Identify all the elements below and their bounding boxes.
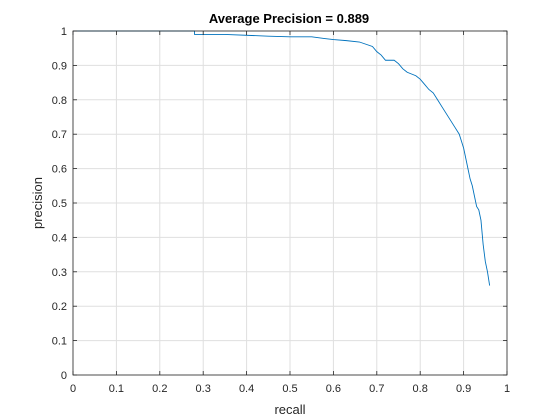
- y-tick-label: 0.6: [52, 164, 67, 176]
- y-tick-label: 0.5: [52, 198, 67, 210]
- y-tick-label: 0: [61, 370, 67, 382]
- x-tick-label: 1: [504, 383, 510, 395]
- x-tick-label: 0.3: [196, 383, 211, 395]
- axis-ticks: 0 0.1 0.2 0.3 0.4 0.5 0.6 0.7 0.8 0.9 1 0 0.1 0.2 0.3 0…: [52, 26, 510, 395]
- x-tick-label: 0.7: [369, 383, 384, 395]
- y-tick-label: 0.9: [52, 60, 67, 72]
- x-tick-label: 0.9: [456, 383, 471, 395]
- x-tick-label: 0.1: [109, 383, 124, 395]
- y-tick-label: 0.3: [52, 267, 67, 279]
- y-tick-label: 1: [61, 26, 67, 38]
- x-axis-label: recall: [274, 402, 305, 417]
- x-tick-label: 0.8: [413, 383, 428, 395]
- y-axis-label: precision: [30, 177, 45, 229]
- y-tick-label: 0.7: [52, 129, 67, 141]
- x-tick-label: 0.4: [239, 383, 254, 395]
- y-tick-label: 0.4: [52, 232, 67, 244]
- x-tick-label: 0.2: [152, 383, 167, 395]
- x-tick-label: 0.6: [326, 383, 341, 395]
- y-tick-label: 0.8: [52, 95, 67, 107]
- y-tick-label: 0.1: [52, 336, 67, 348]
- y-tick-label: 0.2: [52, 301, 67, 313]
- x-tick-label: 0.5: [282, 383, 297, 395]
- series-layer: [73, 30, 491, 286]
- chart-title: Average Precision = 0.889: [209, 11, 369, 26]
- pr-curve-line: [73, 30, 491, 286]
- x-tick-label: 0: [70, 383, 76, 395]
